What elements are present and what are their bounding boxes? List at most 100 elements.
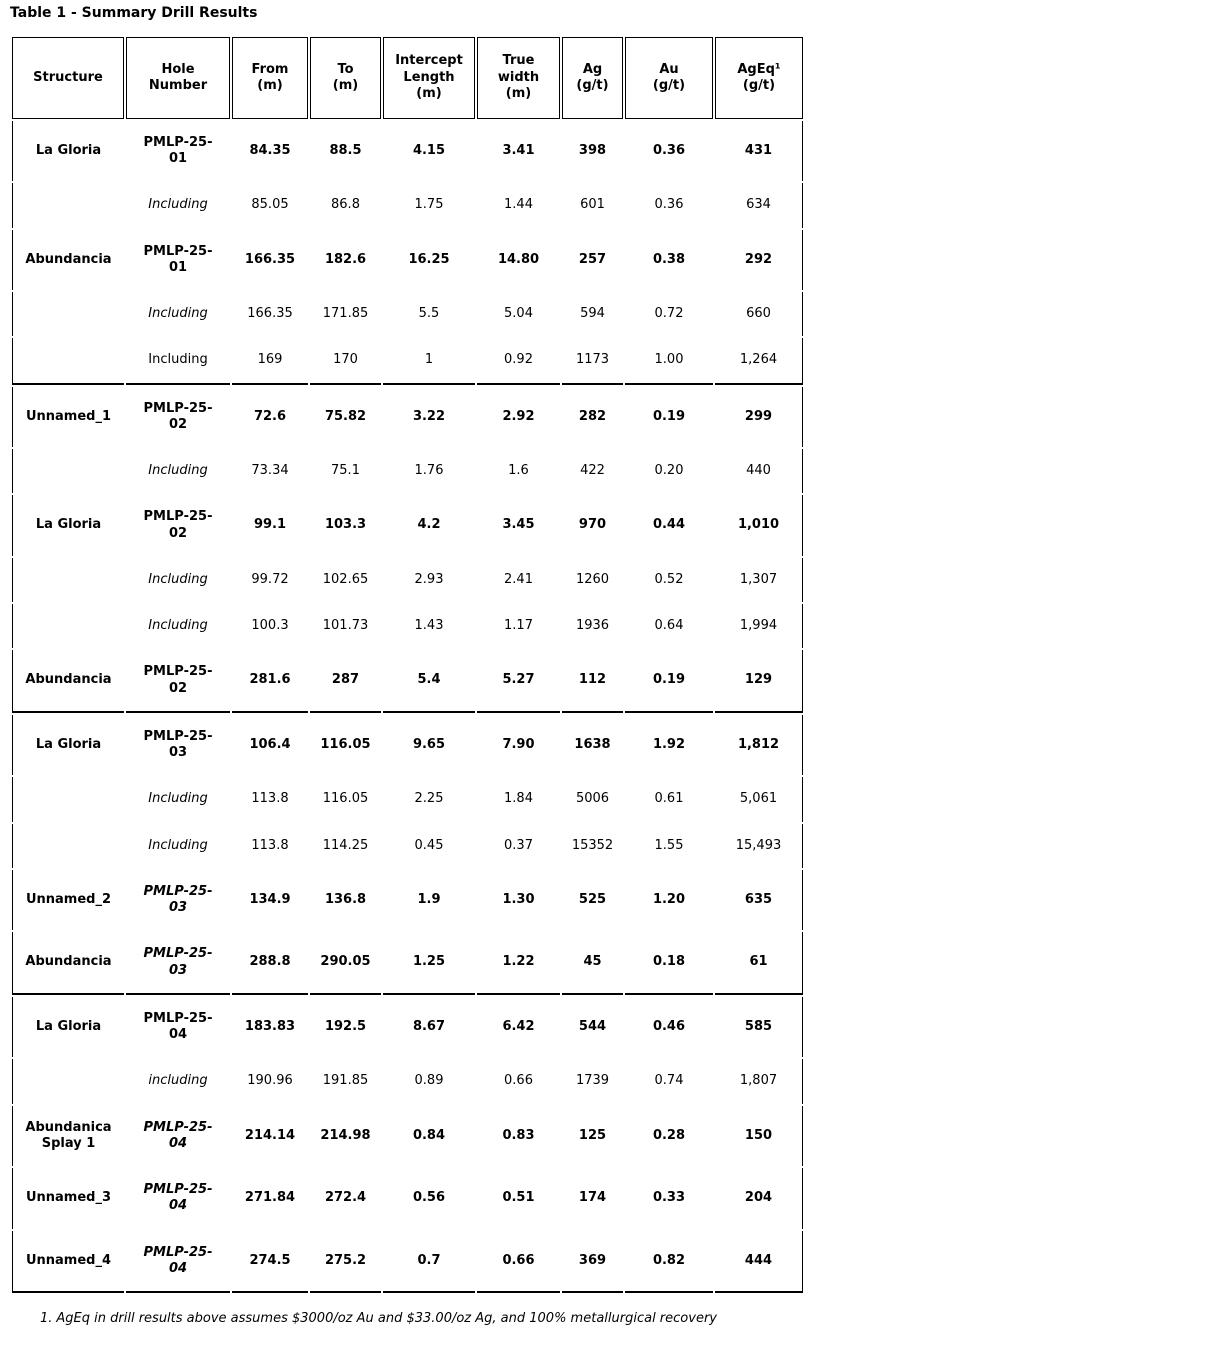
cell-intercept-length: 2.25	[414, 791, 444, 807]
table-row: Unnamed_4 PMLP-25- 04 274.5 275.2 0.7 0.66 369…	[12, 1230, 803, 1294]
cell-true-width: 0.66	[504, 1073, 533, 1089]
cell-ageq: 431	[715, 120, 803, 182]
table-row: Abundancia PMLP-25- 01 166.35 182.6 16.25 14.…	[12, 229, 803, 291]
cell-structure	[12, 1059, 124, 1104]
cell-au: 1.55	[654, 837, 684, 853]
cell-true-width: 5.27	[477, 650, 560, 713]
cell-intercept-length: 4.15	[412, 142, 446, 158]
cell-structure: Abundanica Splay 1	[12, 1105, 124, 1167]
cell-structure: La Gloria	[12, 996, 124, 1058]
cell-structure	[12, 449, 124, 494]
cell-structure	[12, 604, 124, 649]
cell-from: 113.8	[251, 837, 289, 853]
cell-ag: 45	[562, 932, 623, 995]
cell-hole-number: PMLP-25- 01	[143, 134, 213, 167]
cell-to: 136.8	[324, 891, 367, 907]
cell-to: 86.8	[331, 197, 360, 213]
cell-to: 88.5	[329, 142, 362, 158]
cell-ageq: 1,307	[715, 557, 803, 603]
cell-au: 0.46	[652, 1018, 686, 1034]
cell-true-width: 1.84	[504, 791, 533, 807]
cell-au: 1.20	[652, 891, 686, 907]
cell-hole-number: Including	[148, 791, 208, 807]
cell-intercept-length: 1.43	[414, 618, 444, 634]
cell-hole-number: PMLP-25- 04	[143, 1010, 213, 1043]
cell-intercept-length: 8.67	[412, 1018, 446, 1034]
cell-ageq: 635	[715, 869, 803, 931]
cell-structure	[12, 777, 124, 822]
table-row: Including 100.3 101.73 1.43 1.17 1936 0.64 1,99…	[12, 604, 803, 649]
cell-from: 73.34	[251, 463, 289, 479]
header-row: Structure Hole Number From (m) To (m) Interc…	[12, 36, 803, 119]
cell-ageq: 61	[715, 932, 803, 995]
cell-ageq: 585	[715, 996, 803, 1058]
column-header: Intercept Length (m)	[383, 36, 475, 119]
column-header: True width (m)	[477, 36, 560, 119]
cell-hole-number: Including	[148, 618, 208, 634]
cell-from: 271.84	[244, 1190, 296, 1206]
cell-ageq: 129	[715, 650, 803, 713]
cell-ageq: 1,994	[715, 604, 803, 649]
cell-au: 0.36	[654, 197, 684, 213]
cell-true-width: 0.66	[477, 1231, 560, 1294]
cell-true-width: 5.04	[504, 306, 533, 322]
cell-structure	[12, 823, 124, 868]
cell-true-width: 2.92	[502, 408, 535, 424]
cell-ageq: 299	[715, 386, 803, 448]
cell-to: 102.65	[322, 571, 369, 587]
cell-from: 100.3	[251, 618, 289, 634]
column-header: From (m)	[232, 36, 308, 119]
table-title: Table 1 - Summary Drill Results	[10, 5, 258, 21]
cell-intercept-length: 0.84	[412, 1127, 446, 1143]
cell-structure: Abundancia	[12, 932, 124, 995]
table-row: Including 113.8 116.05 2.25 1.84 5006 0.61 5,06…	[12, 777, 803, 822]
cell-ag: 174	[578, 1190, 607, 1206]
cell-from: 183.83	[244, 1018, 296, 1034]
cell-intercept-length: 1.9	[417, 891, 441, 907]
table-row: including 190.96 191.85 0.89 0.66 1739 0.74 1,8…	[12, 1059, 803, 1104]
cell-to: 101.73	[322, 618, 369, 634]
cell-intercept-length: 4.2	[417, 517, 441, 533]
cell-ageq: 444	[715, 1230, 803, 1294]
cell-hole-number: Including	[148, 571, 208, 587]
cell-ageq: 634	[715, 183, 803, 228]
cell-ageq: 660	[715, 292, 803, 337]
cell-au: 0.64	[654, 618, 684, 634]
cell-from: 99.72	[251, 571, 289, 587]
cell-hole-number: PMLP-25- 03	[126, 932, 230, 995]
cell-ag: 398	[578, 142, 607, 158]
cell-au: 0.82	[625, 1231, 713, 1294]
cell-from: 85.05	[251, 197, 289, 213]
cell-au: 0.19	[625, 650, 713, 713]
cell-ageq: 1,807	[715, 1059, 803, 1104]
cell-true-width: 0.83	[502, 1127, 535, 1143]
cell-intercept-length: 1.25	[383, 932, 475, 995]
cell-from: 166.35	[244, 251, 296, 267]
table-row: La Gloria PMLP-25- 01 84.35 88.5 4.15 3.41 398…	[12, 120, 803, 182]
cell-to: 114.25	[322, 837, 369, 853]
cell-true-width: 7.90	[502, 736, 535, 752]
cell-to: 103.3	[324, 517, 367, 533]
column-header: Ag (g/t)	[562, 36, 623, 119]
cell-from: 288.8	[232, 932, 308, 995]
cell-ag: 369	[562, 1231, 623, 1294]
cell-au: 0.36	[652, 142, 686, 158]
cell-intercept-length: 5.5	[418, 306, 440, 322]
cell-from: 214.14	[244, 1127, 296, 1143]
cell-intercept-length: 16.25	[408, 251, 450, 267]
cell-from: 113.8	[251, 791, 289, 807]
table-row: Including 73.34 75.1 1.76 1.6 422 0.20 440	[12, 449, 803, 494]
table-body: La Gloria PMLP-25- 01 84.35 88.5 4.15 3.41 398…	[12, 120, 803, 1294]
cell-au: 0.74	[654, 1073, 684, 1089]
cell-to: 75.1	[331, 463, 360, 479]
cell-ag: 422	[580, 463, 605, 479]
cell-intercept-length: 3.22	[412, 408, 446, 424]
cell-hole-number: PMLP-25- 04	[143, 1119, 213, 1151]
cell-ag: 1739	[575, 1073, 610, 1089]
column-header: AgEq¹ (g/t)	[715, 36, 803, 119]
cell-from: 106.4	[249, 736, 291, 752]
cell-ag: 125	[578, 1127, 607, 1143]
cell-structure: Unnamed_3	[12, 1168, 124, 1229]
cell-to: 275.2	[310, 1231, 381, 1294]
